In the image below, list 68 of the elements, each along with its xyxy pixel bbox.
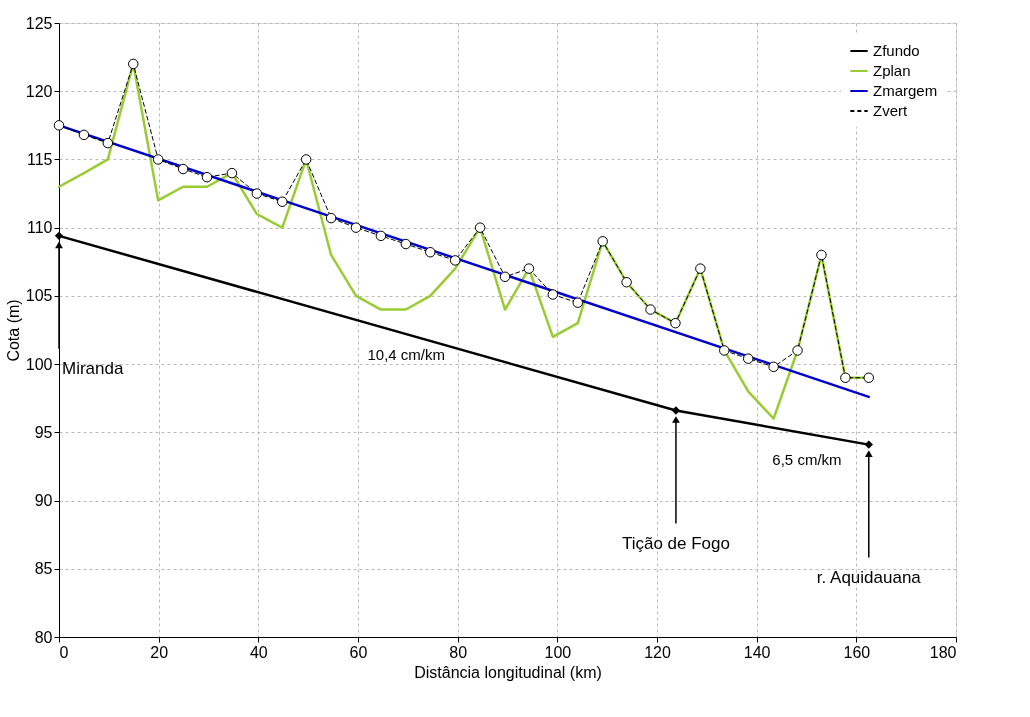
x-tick-label: 20 (150, 643, 169, 661)
x-axis-title: Distância longitudinal (km) (414, 663, 602, 681)
point (719, 345, 730, 356)
point (53, 120, 65, 131)
legend-label: Zplan (873, 62, 911, 79)
y-tick-label: 100 (25, 355, 53, 373)
annotation: r. Aquidauana (816, 567, 922, 587)
point (128, 58, 139, 70)
point (572, 297, 584, 308)
x-tick-label: 0 (59, 643, 69, 661)
point (670, 317, 681, 329)
legend-label: Zvert (873, 102, 908, 119)
y-tick-label: 90 (34, 492, 53, 510)
y-tick-label: 85 (34, 560, 53, 578)
point (597, 236, 608, 247)
point (499, 271, 511, 283)
point (792, 345, 803, 356)
point (300, 154, 312, 165)
y-tick-label: 80 (34, 628, 53, 646)
x-tick-label: 120 (644, 643, 671, 661)
point (645, 304, 656, 315)
x-tick-label: 180 (929, 643, 957, 661)
point (102, 137, 114, 149)
point (152, 154, 164, 165)
point (201, 171, 213, 183)
annotation: 10,4 cm/km (367, 346, 445, 364)
x-tick-label: 80 (449, 643, 468, 661)
y-tick-label: 125 (25, 14, 53, 32)
point (768, 361, 779, 373)
annotation: Miranda (62, 358, 124, 378)
y-tick-label: 120 (25, 82, 53, 100)
annotation: 6,5 cm/km (772, 450, 842, 468)
point (863, 372, 875, 383)
point (325, 212, 337, 224)
y-tick-label: 95 (34, 423, 53, 441)
point (621, 277, 632, 288)
x-tick-label: 40 (249, 643, 268, 661)
point (251, 188, 263, 199)
point (54, 231, 64, 241)
x-tick-label: 140 (743, 643, 771, 661)
point (226, 167, 238, 179)
x-tick-label: 160 (843, 643, 871, 661)
y-tick-label: 115 (26, 150, 53, 168)
point (425, 246, 436, 258)
point (742, 353, 754, 364)
y-axis-title: Cota (m) (4, 299, 22, 362)
point (840, 372, 851, 383)
point (547, 289, 559, 300)
point (523, 263, 535, 274)
x-tick-label: 60 (349, 643, 368, 661)
point (695, 263, 706, 274)
point (78, 129, 90, 141)
point (474, 222, 486, 233)
point (277, 196, 288, 207)
point (350, 222, 362, 233)
legend-label: Zmargem (873, 82, 938, 99)
legend-label: Zfundo (873, 42, 920, 59)
annotation: Tição de Fogo (621, 533, 730, 553)
x-tick-label: 100 (544, 643, 572, 661)
point (864, 440, 873, 449)
y-tick-label: 110 (26, 219, 53, 237)
y-tick-label: 105 (25, 287, 53, 305)
point (400, 238, 412, 250)
point (375, 230, 387, 242)
point (671, 406, 681, 415)
point (816, 249, 827, 261)
point (177, 163, 189, 175)
point (449, 255, 461, 266)
